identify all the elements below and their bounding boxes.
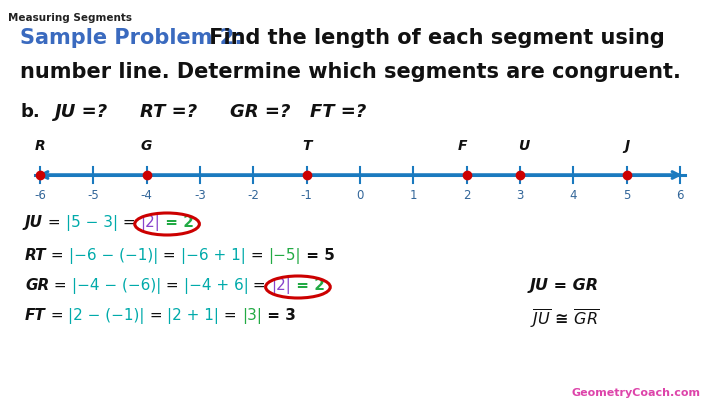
Text: |−6 − (−1)|: |−6 − (−1)| xyxy=(69,248,158,264)
Text: F: F xyxy=(458,139,467,153)
Text: FT =?: FT =? xyxy=(310,103,366,121)
Text: = 2: = 2 xyxy=(291,278,325,293)
Text: =: = xyxy=(246,248,269,263)
Text: G: G xyxy=(141,139,153,153)
Text: -5: -5 xyxy=(87,189,99,202)
Text: |−4 + 6|: |−4 + 6| xyxy=(184,278,248,294)
Text: =: = xyxy=(49,278,72,293)
Text: 2: 2 xyxy=(463,189,470,202)
Text: |2|: |2| xyxy=(271,278,291,294)
Text: T: T xyxy=(302,139,312,153)
Text: JU = GR: JU = GR xyxy=(530,278,599,293)
Text: =: = xyxy=(145,308,167,323)
Text: 0: 0 xyxy=(356,189,364,202)
Text: 1: 1 xyxy=(410,189,417,202)
Text: JU: JU xyxy=(25,215,43,230)
Text: = 5: = 5 xyxy=(301,248,335,263)
Text: 6: 6 xyxy=(676,189,684,202)
Text: |2|: |2| xyxy=(140,215,160,231)
Text: -2: -2 xyxy=(248,189,259,202)
Text: $\overline{JU}$ ≅ $\overline{GR}$: $\overline{JU}$ ≅ $\overline{GR}$ xyxy=(530,308,599,331)
Text: 3: 3 xyxy=(516,189,523,202)
Text: |−4 − (−6)|: |−4 − (−6)| xyxy=(72,278,161,294)
Text: =: = xyxy=(47,248,69,263)
Text: b.: b. xyxy=(20,103,40,121)
Text: J: J xyxy=(624,139,629,153)
Text: =: = xyxy=(158,248,181,263)
Text: GeometryCoach.com: GeometryCoach.com xyxy=(571,388,700,398)
Text: 4: 4 xyxy=(570,189,577,202)
Text: =: = xyxy=(248,278,271,293)
Text: =: = xyxy=(161,278,184,293)
Text: R: R xyxy=(35,139,45,153)
Text: = 3: = 3 xyxy=(262,308,296,323)
Text: -4: -4 xyxy=(140,189,153,202)
Text: =: = xyxy=(46,308,68,323)
Text: -6: -6 xyxy=(34,189,46,202)
Text: |2 + 1|: |2 + 1| xyxy=(167,308,220,324)
Text: Find the length of each segment using: Find the length of each segment using xyxy=(202,28,665,48)
Text: JU =?: JU =? xyxy=(55,103,108,121)
Text: |2 − (−1)|: |2 − (−1)| xyxy=(68,308,145,324)
Text: Measuring Segments: Measuring Segments xyxy=(8,13,132,23)
Text: |5 − 3|: |5 − 3| xyxy=(66,215,117,231)
Text: GR: GR xyxy=(25,278,49,293)
Text: -1: -1 xyxy=(301,189,312,202)
Text: = 2: = 2 xyxy=(160,215,194,230)
Text: RT =?: RT =? xyxy=(140,103,197,121)
Text: |−6 + 1|: |−6 + 1| xyxy=(181,248,246,264)
Text: RT: RT xyxy=(25,248,47,263)
Text: 5: 5 xyxy=(623,189,630,202)
Text: FT: FT xyxy=(25,308,46,323)
Text: U: U xyxy=(518,139,530,153)
Text: -3: -3 xyxy=(194,189,206,202)
Text: =: = xyxy=(43,215,66,230)
Text: |−5|: |−5| xyxy=(269,248,301,264)
Text: =: = xyxy=(220,308,242,323)
Text: Sample Problem 2:: Sample Problem 2: xyxy=(20,28,243,48)
Text: |3|: |3| xyxy=(242,308,262,324)
Text: =: = xyxy=(117,215,140,230)
Text: number line. Determine which segments are congruent.: number line. Determine which segments ar… xyxy=(20,62,681,82)
Text: GR =?: GR =? xyxy=(230,103,290,121)
